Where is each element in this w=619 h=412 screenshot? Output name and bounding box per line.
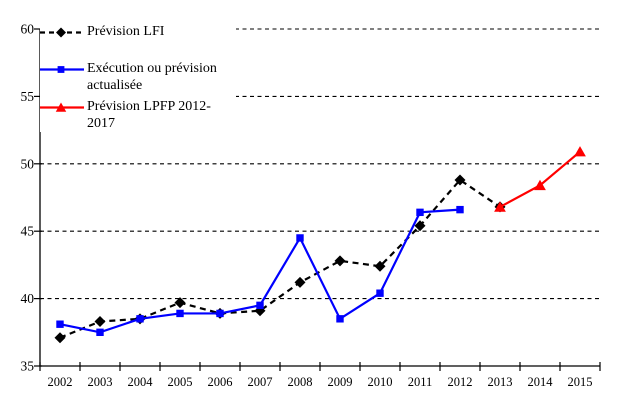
legend-label-execution: Exécution ou prévision actualisée xyxy=(87,61,217,93)
legend-item-lpfp: Prévision LPFP 2012-2017 xyxy=(40,98,236,132)
x-axis-label: 2003 xyxy=(88,375,113,389)
series-line-2 xyxy=(499,150,581,208)
data-point-diamond-icon xyxy=(454,174,466,186)
data-point-diamond-icon xyxy=(414,220,426,232)
data-point-square-icon xyxy=(256,301,264,310)
legend-label-prevision-lfi: Prévision LFI xyxy=(87,24,165,39)
legend-sample-dashed-diamond-icon xyxy=(40,27,84,38)
y-axis-label: 55 xyxy=(21,89,35,104)
data-point-square-icon xyxy=(376,289,384,297)
y-axis-label: 45 xyxy=(21,224,35,239)
data-point-square-icon xyxy=(176,309,184,318)
data-point-square-icon xyxy=(336,315,344,323)
series-line-0 xyxy=(59,178,501,339)
y-axis-label: 60 xyxy=(21,22,35,37)
x-axis-label: 2006 xyxy=(208,375,233,389)
data-point-diamond-icon xyxy=(334,255,346,267)
data-point-diamond-icon xyxy=(174,297,186,309)
y-axis-label: 50 xyxy=(21,156,35,171)
data-point-diamond-icon xyxy=(94,316,106,328)
data-point-square-icon xyxy=(296,234,304,242)
data-point-square-icon xyxy=(416,208,424,217)
data-point-square-icon xyxy=(136,315,144,323)
data-point-triangle-icon xyxy=(534,179,546,191)
data-point-triangle-icon xyxy=(574,146,586,157)
x-axis-label: 2010 xyxy=(368,375,393,389)
data-point-square-icon xyxy=(216,309,224,318)
x-axis-label: 2008 xyxy=(288,375,313,389)
data-point-triangle-icon xyxy=(494,201,506,212)
chart-legend: Prévision LFI Exécution ou prévision act… xyxy=(40,19,236,132)
legend-label-lpfp: Prévision LPFP 2012-2017 xyxy=(87,99,211,131)
x-axis-label: 2013 xyxy=(488,375,513,389)
x-axis-label: 2011 xyxy=(408,375,433,389)
data-point-diamond-icon xyxy=(374,260,386,272)
legend-sample-solid-triangle-icon xyxy=(40,102,84,112)
x-axis-label: 2014 xyxy=(528,375,554,389)
x-axis-label: 2009 xyxy=(328,375,353,389)
legend-item-prevision-lfi: Prévision LFI xyxy=(40,19,236,41)
data-point-diamond-icon xyxy=(294,276,306,288)
x-axis-label: 2004 xyxy=(128,375,154,389)
x-axis-label: 2002 xyxy=(48,375,73,389)
y-axis-label: 40 xyxy=(21,291,35,306)
x-axis-label: 2005 xyxy=(168,375,193,389)
x-axis-label: 2007 xyxy=(248,375,273,389)
y-axis-label: 35 xyxy=(21,359,35,374)
legend-sample-solid-square-icon xyxy=(40,66,84,73)
data-point-square-icon xyxy=(56,320,64,328)
x-axis-label: 2015 xyxy=(568,375,593,389)
legend-item-execution: Exécution ou prévision actualisée xyxy=(40,60,236,94)
data-point-square-icon xyxy=(96,328,104,336)
data-point-square-icon xyxy=(456,205,464,214)
x-axis-label: 2012 xyxy=(448,375,473,389)
data-point-diamond-icon xyxy=(54,332,66,344)
